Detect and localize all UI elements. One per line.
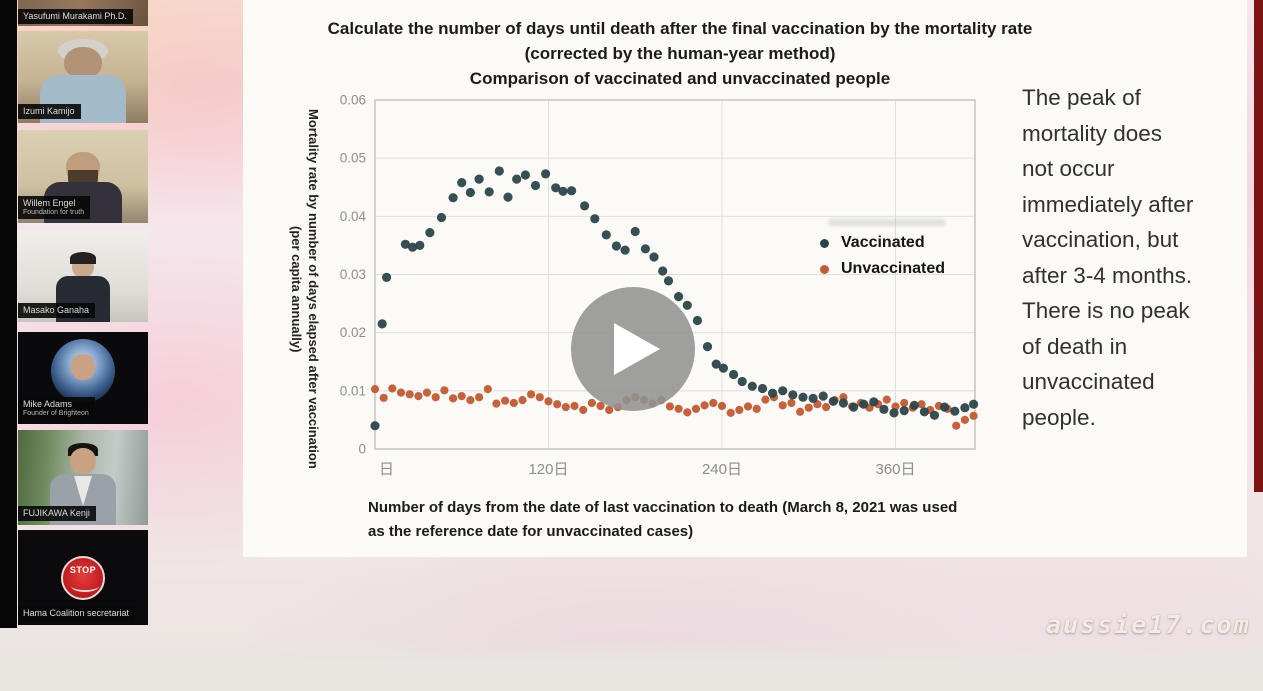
bottom-fade-band bbox=[0, 638, 1263, 691]
svg-text:日: 日 bbox=[379, 461, 394, 478]
svg-text:0.03: 0.03 bbox=[340, 267, 366, 282]
participant-tile-willem-engel: Willem Engel Foundation for truth bbox=[18, 130, 148, 223]
svg-text:0.05: 0.05 bbox=[340, 151, 366, 166]
avatar bbox=[64, 47, 102, 79]
svg-text:0.04: 0.04 bbox=[340, 209, 367, 224]
svg-text:0: 0 bbox=[358, 442, 366, 457]
vaccinated-dot-icon bbox=[820, 238, 829, 248]
participant-name-label: Masako Ganaha bbox=[18, 303, 96, 318]
erased-text-smudge bbox=[828, 219, 946, 226]
participant-tile-mike-adams: Mike Adams Founder of Brighteon bbox=[18, 332, 148, 424]
svg-text:0.02: 0.02 bbox=[340, 325, 366, 340]
mortality-scatter-chart: 0 0.01 0.02 0.03 0.04 0.05 0.06 日 120日 240日 360日 bbox=[340, 93, 979, 478]
avatar bbox=[70, 448, 96, 474]
watermark: aussie17.com bbox=[1046, 610, 1251, 639]
participant-name-label: Hama Coalition secretariat bbox=[18, 606, 136, 621]
participant-name-label: FUJIKAWA Kenji bbox=[18, 506, 96, 521]
participant-name-label: Mike Adams Founder of Brighteon bbox=[18, 397, 95, 420]
legend-item-unvaccinated: Unvaccinated bbox=[820, 256, 945, 282]
chart-legend: Vaccinated Unvaccinated bbox=[820, 230, 945, 282]
participant-name-label: Izumi Kamijo bbox=[18, 104, 81, 119]
avatar bbox=[70, 252, 96, 264]
svg-text:120日: 120日 bbox=[528, 461, 568, 478]
participant-tile-masako-ganaha: Masako Ganaha bbox=[18, 230, 148, 322]
sidebar-edge bbox=[0, 0, 17, 628]
presentation-slide: Calculate the number of days until death… bbox=[243, 0, 1247, 557]
svg-text:360日: 360日 bbox=[875, 461, 915, 478]
y-axis-title: Mortality rate by number of days elapsed… bbox=[289, 109, 321, 469]
legend-item-vaccinated: Vaccinated bbox=[820, 230, 945, 256]
participant-tile-yasufumi-murakami: Yasufumi Murakami Ph.D. bbox=[18, 0, 148, 26]
slide-side-note: The peak of mortality does not occur imm… bbox=[1022, 85, 1194, 430]
svg-text:240日: 240日 bbox=[702, 461, 742, 478]
participant-tile-fujikawa-kenji: FUJIKAWA Kenji bbox=[18, 430, 148, 525]
play-icon bbox=[614, 323, 660, 375]
play-button[interactable] bbox=[571, 287, 695, 411]
stop-logo: STOP bbox=[61, 556, 105, 600]
svg-text:0.06: 0.06 bbox=[340, 93, 366, 108]
unvaccinated-dot-icon bbox=[820, 264, 829, 274]
participant-tile-hama-coalition: STOP Hama Coalition secretariat bbox=[18, 530, 148, 625]
slide-title: Calculate the number of days until death… bbox=[327, 19, 1033, 88]
participant-name-label: Yasufumi Murakami Ph.D. bbox=[18, 9, 133, 24]
participant-tile-izumi-kamijo: Izumi Kamijo bbox=[18, 31, 148, 123]
x-axis-caption: Number of days from the date of last vac… bbox=[368, 499, 958, 540]
slide-edge-red-strip bbox=[1254, 0, 1263, 492]
participant-name-label: Willem Engel Foundation for truth bbox=[18, 196, 91, 219]
avatar bbox=[71, 354, 95, 380]
svg-text:0.01: 0.01 bbox=[340, 383, 366, 398]
